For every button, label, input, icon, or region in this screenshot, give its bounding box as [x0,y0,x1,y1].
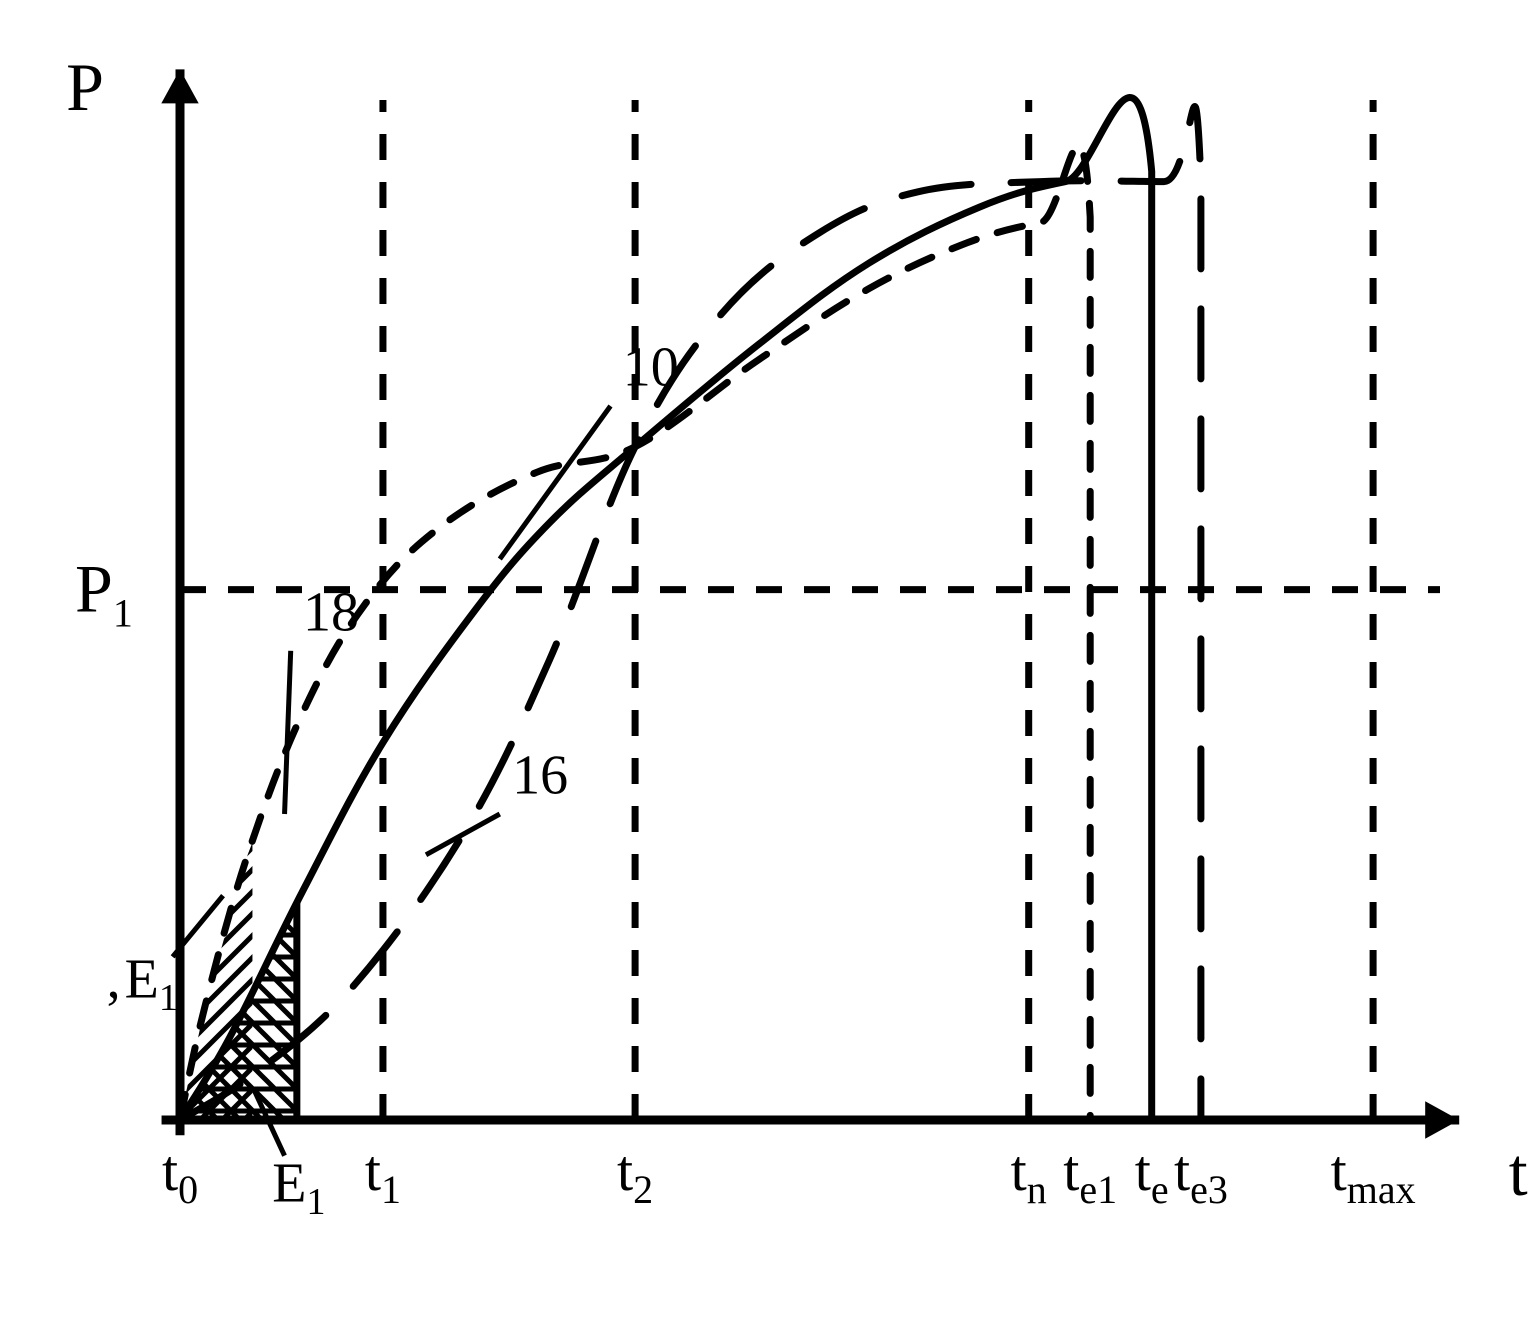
curve-label-16: 16 [512,745,568,807]
svg-text:P: P [66,49,104,125]
tick-te: te [1135,1138,1169,1212]
tick-te3: te3 [1174,1138,1228,1212]
svg-text:t: t [1509,1134,1528,1210]
tick-t1: t1 [365,1138,401,1212]
leader-line [426,814,500,855]
tick-t2: t2 [617,1138,653,1212]
curve-label-18: 18 [303,581,359,643]
tick-t0: t0 [162,1138,198,1212]
curve-label-10: 10 [623,337,679,399]
label-e1-left: E1 [125,949,178,1019]
tick-tn: tn [1011,1138,1047,1212]
svg-text:,: , [107,949,121,1011]
tick-tmax: tmax [1331,1138,1416,1212]
svg-text:P1: P1 [75,551,133,636]
tick-te1: te1 [1063,1138,1117,1212]
label-e1-bottom: E1 [272,1153,325,1223]
leader-line [285,651,291,814]
